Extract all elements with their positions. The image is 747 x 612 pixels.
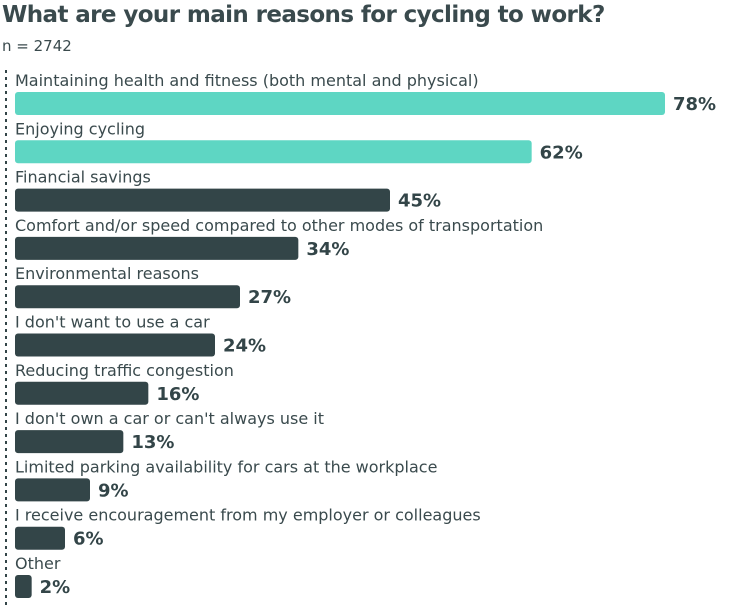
bar [15,140,532,164]
bar [15,236,299,260]
chart-title: What are your main reasons for cycling t… [2,2,605,28]
category-label: Reducing traffic congestion [15,361,234,380]
category-label: I don't own a car or can't always use it [15,409,324,428]
bar [15,381,149,405]
value-label: 13% [131,432,174,453]
bar [15,333,215,357]
category-label: I don't want to use a car [15,313,210,332]
value-label: 34% [306,239,349,260]
value-label: 24% [223,336,266,357]
value-label: 6% [73,529,104,550]
bar [15,430,124,454]
bar [15,285,240,309]
category-label: Enjoying cycling [15,119,145,138]
bar [15,92,665,115]
bar [15,575,32,598]
bar [15,478,90,502]
value-label: 45% [398,191,441,212]
value-label: 16% [156,384,199,405]
value-label: 2% [40,577,71,598]
category-label: Environmental reasons [15,264,199,283]
value-label: 62% [540,142,583,163]
bar [15,526,65,550]
category-label: Financial savings [15,168,151,187]
category-label: Limited parking availability for cars at… [15,457,437,476]
chart-subtitle: n = 2742 [2,37,72,55]
category-label: Maintaining health and fitness (both men… [15,71,479,90]
value-label: 27% [248,287,291,308]
value-label: 9% [98,480,129,501]
value-label: 78% [673,94,716,115]
category-label: Other [15,554,61,573]
category-label: Comfort and/or speed compared to other m… [15,216,543,235]
category-label: I receive encouragement from my employer… [15,506,481,525]
bar [15,188,390,212]
